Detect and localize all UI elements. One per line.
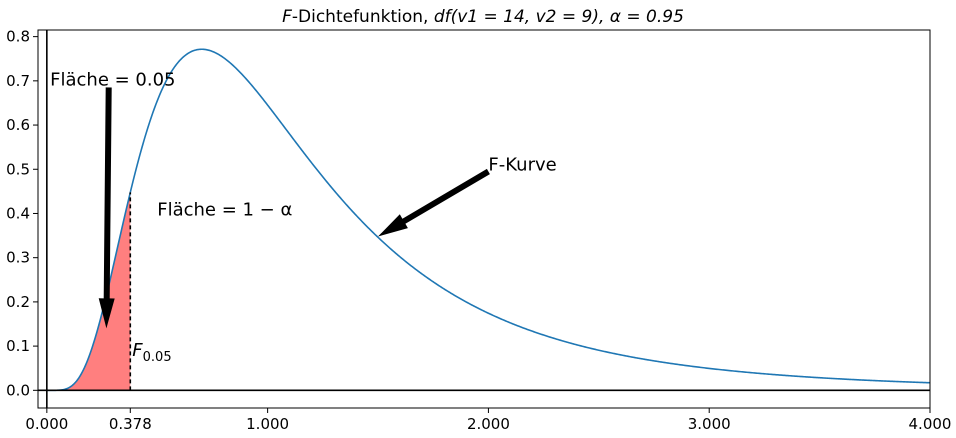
x-tick-label-0: 0.000 <box>25 415 68 433</box>
plot-frame <box>37 29 931 409</box>
critical-label-subscript: 0.05 <box>143 350 172 365</box>
y-tick-label-6: 0.6 <box>6 116 30 134</box>
curve-label: F-Kurve <box>488 155 556 176</box>
area-right-label: Fläche = 1 − α <box>157 200 292 221</box>
shaded-area-left-tail <box>46 192 131 391</box>
x-tick-label-2: 1.000 <box>246 415 289 433</box>
y-tick-label-4: 0.4 <box>6 204 30 222</box>
x-tick-label-1: 0.378 <box>109 415 152 433</box>
title-df-expression: df(v1 = 14, v2 = 9), <box>434 7 610 27</box>
chart-title: F-Dichtefunktion, df(v1 = 14, v2 = 9), α… <box>282 7 684 27</box>
y-tick-label-7: 0.7 <box>6 72 30 90</box>
annotations: Fläche = 0.05 Fläche = 1 − α F-Kurve F0.… <box>50 69 557 365</box>
x-tick-label-5: 4.000 <box>909 415 952 433</box>
critical-value-label: F0.05 <box>132 340 171 365</box>
density-curve-line <box>46 48 931 392</box>
x-tick-label-3: 2.000 <box>467 415 510 433</box>
critical-label-base: F <box>132 340 143 361</box>
title-f-symbol: F <box>282 7 292 27</box>
y-tick-label-5: 0.5 <box>6 160 30 178</box>
x-tick-label-4: 3.000 <box>688 415 731 433</box>
y-tick-label-3: 0.3 <box>6 249 30 267</box>
title-alpha-expression: α = 0.95 <box>610 7 684 27</box>
y-tick-label-8: 0.8 <box>6 28 30 46</box>
title-text: -Dichtefunktion, <box>292 7 434 27</box>
plot-area <box>38 30 931 408</box>
area-left-label: Fläche = 0.05 <box>50 69 175 90</box>
y-tick-label-2: 0.2 <box>6 293 30 311</box>
arrow-left-area <box>98 87 115 329</box>
y-tick-label-1: 0.1 <box>6 337 30 355</box>
axes: 0.000 0.378 1.000 2.000 3.000 4.000 0.0 0.1 0.2 0… <box>6 28 951 433</box>
arrow-curve <box>378 168 490 237</box>
y-tick-label-0: 0.0 <box>6 381 30 399</box>
